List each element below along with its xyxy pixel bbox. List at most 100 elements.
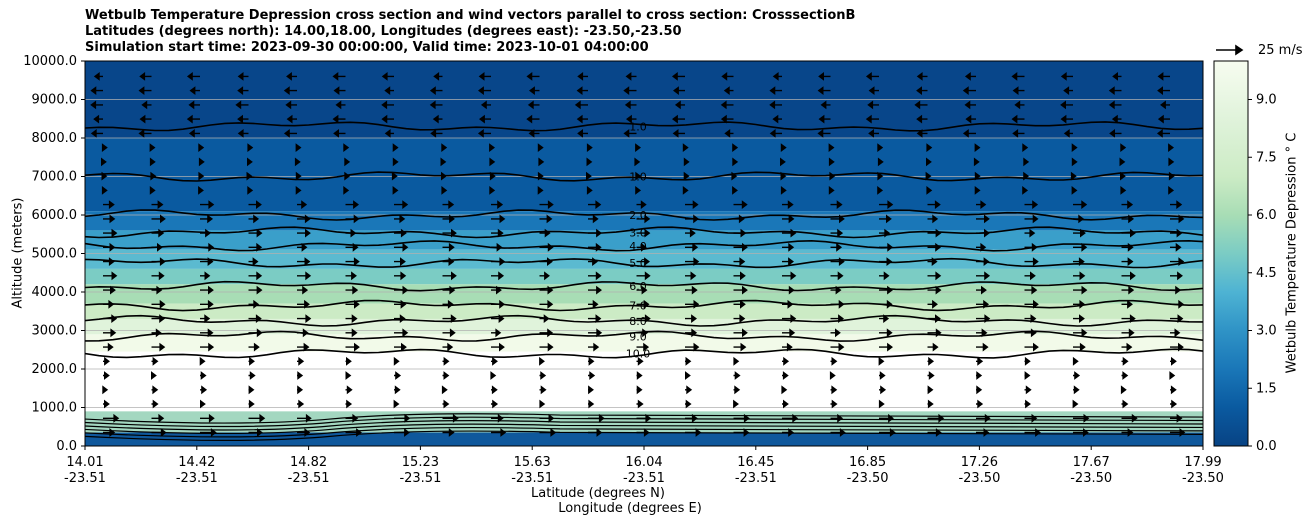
title-line-2: Latitudes (degrees north): 14.00,18.00, … [85,24,682,39]
wind-vector-513 [539,371,547,380]
wind-vector-37 [723,86,734,95]
wind-vector-172 [295,171,302,181]
wind-vector-229 [733,200,748,209]
wind-vector-106 [577,129,588,138]
wind-vector-57 [527,100,540,110]
wind-vector-303 [830,242,843,252]
wind-vector-452 [1073,328,1088,338]
wind-vector-140 [1071,143,1078,152]
wind-vector-113 [916,129,928,138]
wind-vector-98 [188,129,200,138]
wind-vector-18 [964,72,976,81]
wind-vector-107 [623,129,637,138]
wind-vector-308 [1073,242,1088,252]
wind-vector-528 [102,385,109,395]
chart-title: Wetbulb Temperature Depression cross sec… [85,8,855,56]
wind-vector-349 [733,271,746,281]
wind-vector-451 [1024,328,1037,338]
wind-vector-301 [733,242,748,252]
wind-vector-524 [1073,371,1081,380]
x-tick-label-lat-9: 17.67 [1073,455,1110,470]
wind-vector-302 [782,242,795,252]
wind-vector-314 [200,257,214,266]
wind-vector-620 [1073,428,1089,437]
wind-vector-609 [539,428,557,437]
wind-vector-367 [442,285,456,295]
wind-vector-570 [976,399,984,409]
wind-vector-209 [926,186,933,195]
y-tick-label-7: 7000.0 [32,170,78,185]
wind-vector-595 [1024,413,1038,423]
wind-vector-471 [830,342,845,352]
wind-vector-69 [1108,100,1122,110]
wind-vector-313 [151,257,166,266]
wind-vector-74 [186,114,200,124]
wind-vector-42 [962,86,976,95]
wind-vector-298 [588,242,602,252]
wind-vector-284 [1073,228,1086,238]
wind-vector-166 [1168,157,1175,167]
wind-vector-220 [297,200,308,209]
wind-vector-246 [394,214,406,224]
wind-vector-67 [1014,100,1025,110]
wind-vector-128 [489,143,495,152]
wind-vector-262 [1170,214,1185,224]
wind-vector-597 [1121,413,1138,423]
wind-vector-110 [769,129,782,138]
wind-vector-324 [685,257,700,266]
wind-vector-485 [345,356,352,366]
wind-vector-606 [394,428,410,437]
wind-vector-138 [974,143,981,152]
wind-vector-412 [297,314,312,323]
wind-vector-34 [576,86,588,95]
wind-vector-115 [1012,129,1025,138]
wind-vector-251 [636,214,651,224]
x-tick-label-lat-2: 14.82 [290,455,327,470]
wind-vector-582 [394,413,411,423]
wind-vector-193 [149,186,156,195]
wind-vector-257 [927,214,939,224]
wind-vector-433 [151,328,162,338]
wind-vector-474 [976,342,989,352]
wind-vector-453 [1121,328,1135,338]
wind-vector-467 [636,342,650,352]
wind-vector-446 [782,328,796,338]
wind-vector-384 [103,299,115,309]
wind-vector-336 [103,271,118,281]
wind-vector-477 [1121,342,1133,352]
wind-vector-504 [103,371,110,380]
wind-vector-27 [237,86,249,95]
wind-vector-592 [879,413,894,423]
wind-vector-63 [820,100,831,110]
wind-vector-141 [1120,143,1127,152]
wind-vector-121 [149,143,156,152]
wind-vector-168 [101,171,108,181]
wind-vector-548 [1073,385,1080,395]
wind-vector-568 [878,399,885,409]
wind-vector-228 [685,200,699,209]
wind-vector-238 [1170,200,1183,209]
wind-vector-554 [200,399,206,409]
wind-vector-544 [879,385,887,395]
fill-band-10 [85,351,1203,412]
wind-vector-232 [879,200,894,209]
wind-vector-58 [574,100,588,110]
wind-vector-469 [733,342,747,352]
x-axis-label-latitude: Latitude (degrees N) [531,486,665,501]
wind-vector-466 [588,342,600,352]
wind-vector-269 [345,228,357,238]
wind-vector-221 [345,200,359,209]
wind-vector-244 [297,214,311,224]
wind-vector-564 [685,399,692,409]
wind-vector-425 [927,314,941,323]
wind-vector-234 [976,200,987,209]
wind-vector-142 [1168,143,1174,152]
wind-vector-508 [297,371,304,380]
wind-vector-48 [90,100,103,110]
wind-vector-366 [394,285,409,295]
x-tick-label-lon-1: -23.51 [176,471,218,486]
wind-vector-518 [782,371,789,380]
wind-vector-0 [93,72,103,81]
wind-vector-186 [974,171,981,181]
wind-vector-330 [976,257,990,266]
